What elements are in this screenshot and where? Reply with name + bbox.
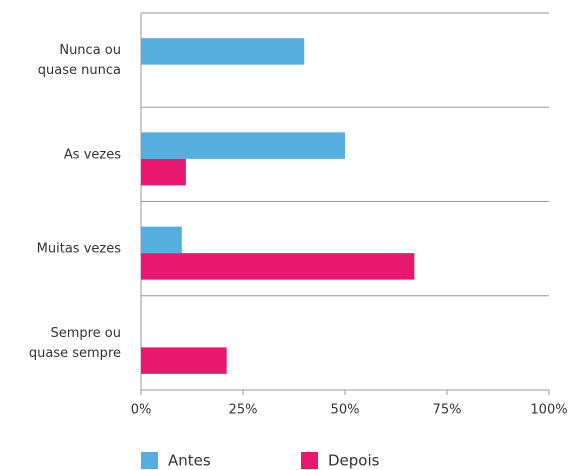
x-tick-label: 75% (433, 403, 462, 418)
legend-label: Depois (328, 452, 380, 470)
category-line: Muitas vezes (37, 241, 122, 256)
category-label: Muitas vezes (37, 241, 122, 256)
bar (141, 38, 305, 65)
bar (141, 347, 227, 374)
bar (141, 132, 345, 159)
legend-label: Antes (168, 452, 211, 470)
bar (141, 158, 186, 186)
category-label: Sempre ou quase sempre (29, 325, 121, 360)
category-line: Nunca ou (59, 43, 121, 58)
x-tick-label: 0% (131, 403, 152, 418)
category-line: As vezes (64, 147, 121, 162)
x-tick-label: 100% (530, 403, 567, 418)
category-line: Sempre ou (50, 325, 121, 340)
category-label: Nunca ou quase nunca (38, 43, 121, 78)
category-label: As vezes (64, 147, 121, 162)
category-line: quase nunca (38, 63, 121, 78)
legend-swatch (141, 452, 158, 469)
category-line: quase sempre (29, 345, 121, 360)
bar (141, 226, 182, 254)
x-tick-label: 25% (229, 403, 258, 418)
bar (141, 253, 415, 280)
legend-swatch (301, 452, 318, 469)
x-tick-label: 50% (331, 403, 360, 418)
